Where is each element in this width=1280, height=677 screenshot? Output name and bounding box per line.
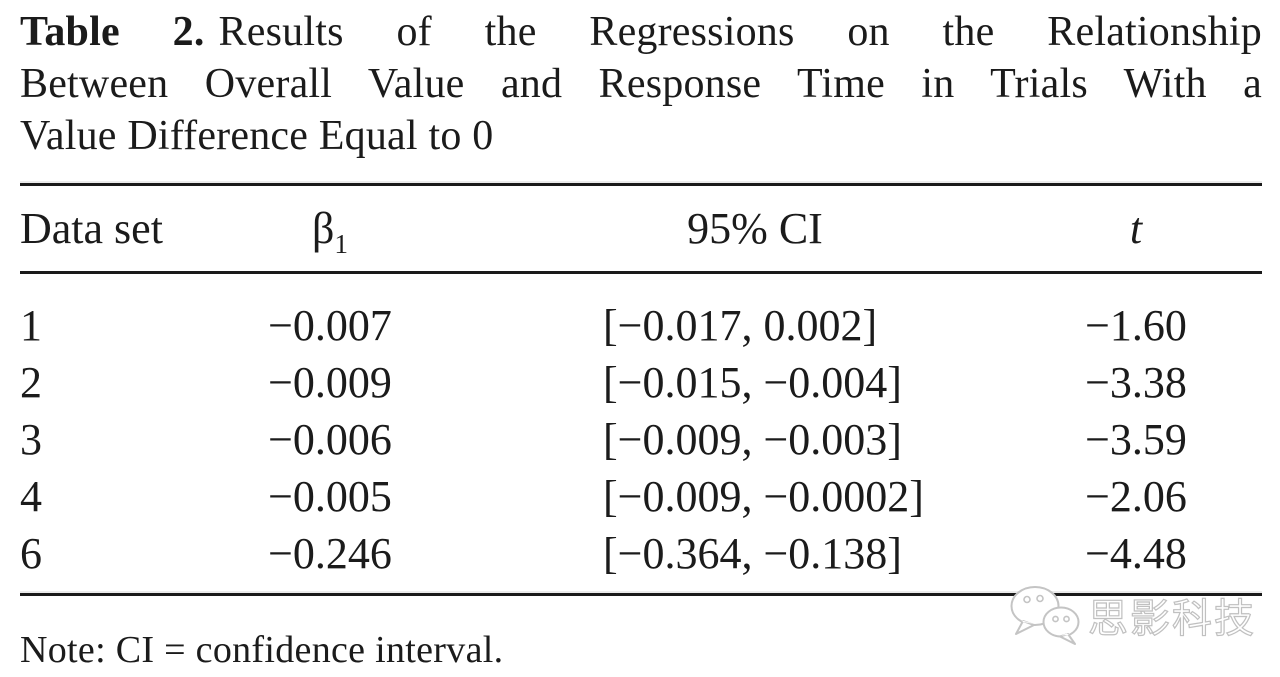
table-row: 4 −0.005 [−0.009, −0.0002] −2.06 bbox=[20, 468, 1262, 525]
table-header-row: Data set β1 95% CI t bbox=[20, 186, 1262, 271]
cell-dataset: 4 bbox=[20, 472, 42, 521]
watermark: 思影科技 bbox=[1008, 584, 1256, 646]
wechat-icon bbox=[1010, 586, 1080, 645]
cell-beta1: −0.006 bbox=[268, 415, 392, 464]
watermark-text: 思影科技 bbox=[1087, 596, 1256, 641]
table-note: Note: CI = confidence interval. bbox=[20, 629, 504, 671]
col-header-t: t bbox=[1129, 204, 1143, 253]
table-row: 3 −0.006 [−0.009, −0.003] −3.59 bbox=[20, 411, 1262, 468]
beta-subscript: 1 bbox=[334, 228, 349, 259]
table-number: Table 2. bbox=[20, 9, 205, 55]
cell-beta1: −0.005 bbox=[268, 472, 392, 521]
cell-ci: [−0.364, −0.138] bbox=[603, 529, 902, 578]
cell-dataset: 3 bbox=[20, 415, 42, 464]
cell-dataset: 1 bbox=[20, 301, 42, 350]
cell-ci: [−0.015, −0.004] bbox=[603, 358, 902, 407]
cell-beta1: −0.246 bbox=[268, 529, 392, 578]
title-line-3: Value Difference Equal to 0 bbox=[20, 113, 494, 159]
col-header-beta1: β1 bbox=[240, 203, 420, 257]
table-header-rule bbox=[20, 271, 1262, 274]
table-top-rule bbox=[20, 183, 1262, 186]
title-text-1: Results of the Regressions on the Relati… bbox=[218, 9, 1262, 55]
col-header-dataset: Data set bbox=[20, 204, 163, 253]
table-body: 1 −0.007 [−0.017, 0.002] −1.60 2 −0.009 … bbox=[20, 274, 1262, 582]
cell-t: −1.60 bbox=[1085, 301, 1187, 350]
cell-ci: [−0.009, −0.0002] bbox=[603, 472, 924, 521]
table-row: 2 −0.009 [−0.015, −0.004] −3.38 bbox=[20, 354, 1262, 411]
cell-t: −3.38 bbox=[1085, 358, 1187, 407]
cell-ci: [−0.017, 0.002] bbox=[603, 301, 878, 350]
title-line-1: Table 2. Results of the Regressions on th… bbox=[20, 6, 1262, 58]
cell-dataset: 2 bbox=[20, 358, 42, 407]
cell-beta1: −0.009 bbox=[268, 358, 392, 407]
cell-t: −3.59 bbox=[1085, 415, 1187, 464]
cell-dataset: 6 bbox=[20, 529, 42, 578]
cell-t: −4.48 bbox=[1085, 529, 1187, 578]
cell-beta1: −0.007 bbox=[268, 301, 392, 350]
beta-symbol: β bbox=[311, 204, 335, 253]
col-header-ci: 95% CI bbox=[687, 204, 823, 253]
table-row: 6 −0.246 [−0.364, −0.138] −4.48 bbox=[20, 525, 1262, 582]
table-row: 1 −0.007 [−0.017, 0.002] −1.60 bbox=[20, 297, 1262, 354]
cell-ci: [−0.009, −0.003] bbox=[603, 415, 902, 464]
cell-t: −2.06 bbox=[1085, 472, 1187, 521]
table-bottom-rule bbox=[20, 593, 1262, 596]
table-title: Table 2. Results of the Regressions on th… bbox=[20, 6, 1262, 162]
title-line-2: Between Overall Value and Response Time … bbox=[20, 61, 1262, 107]
